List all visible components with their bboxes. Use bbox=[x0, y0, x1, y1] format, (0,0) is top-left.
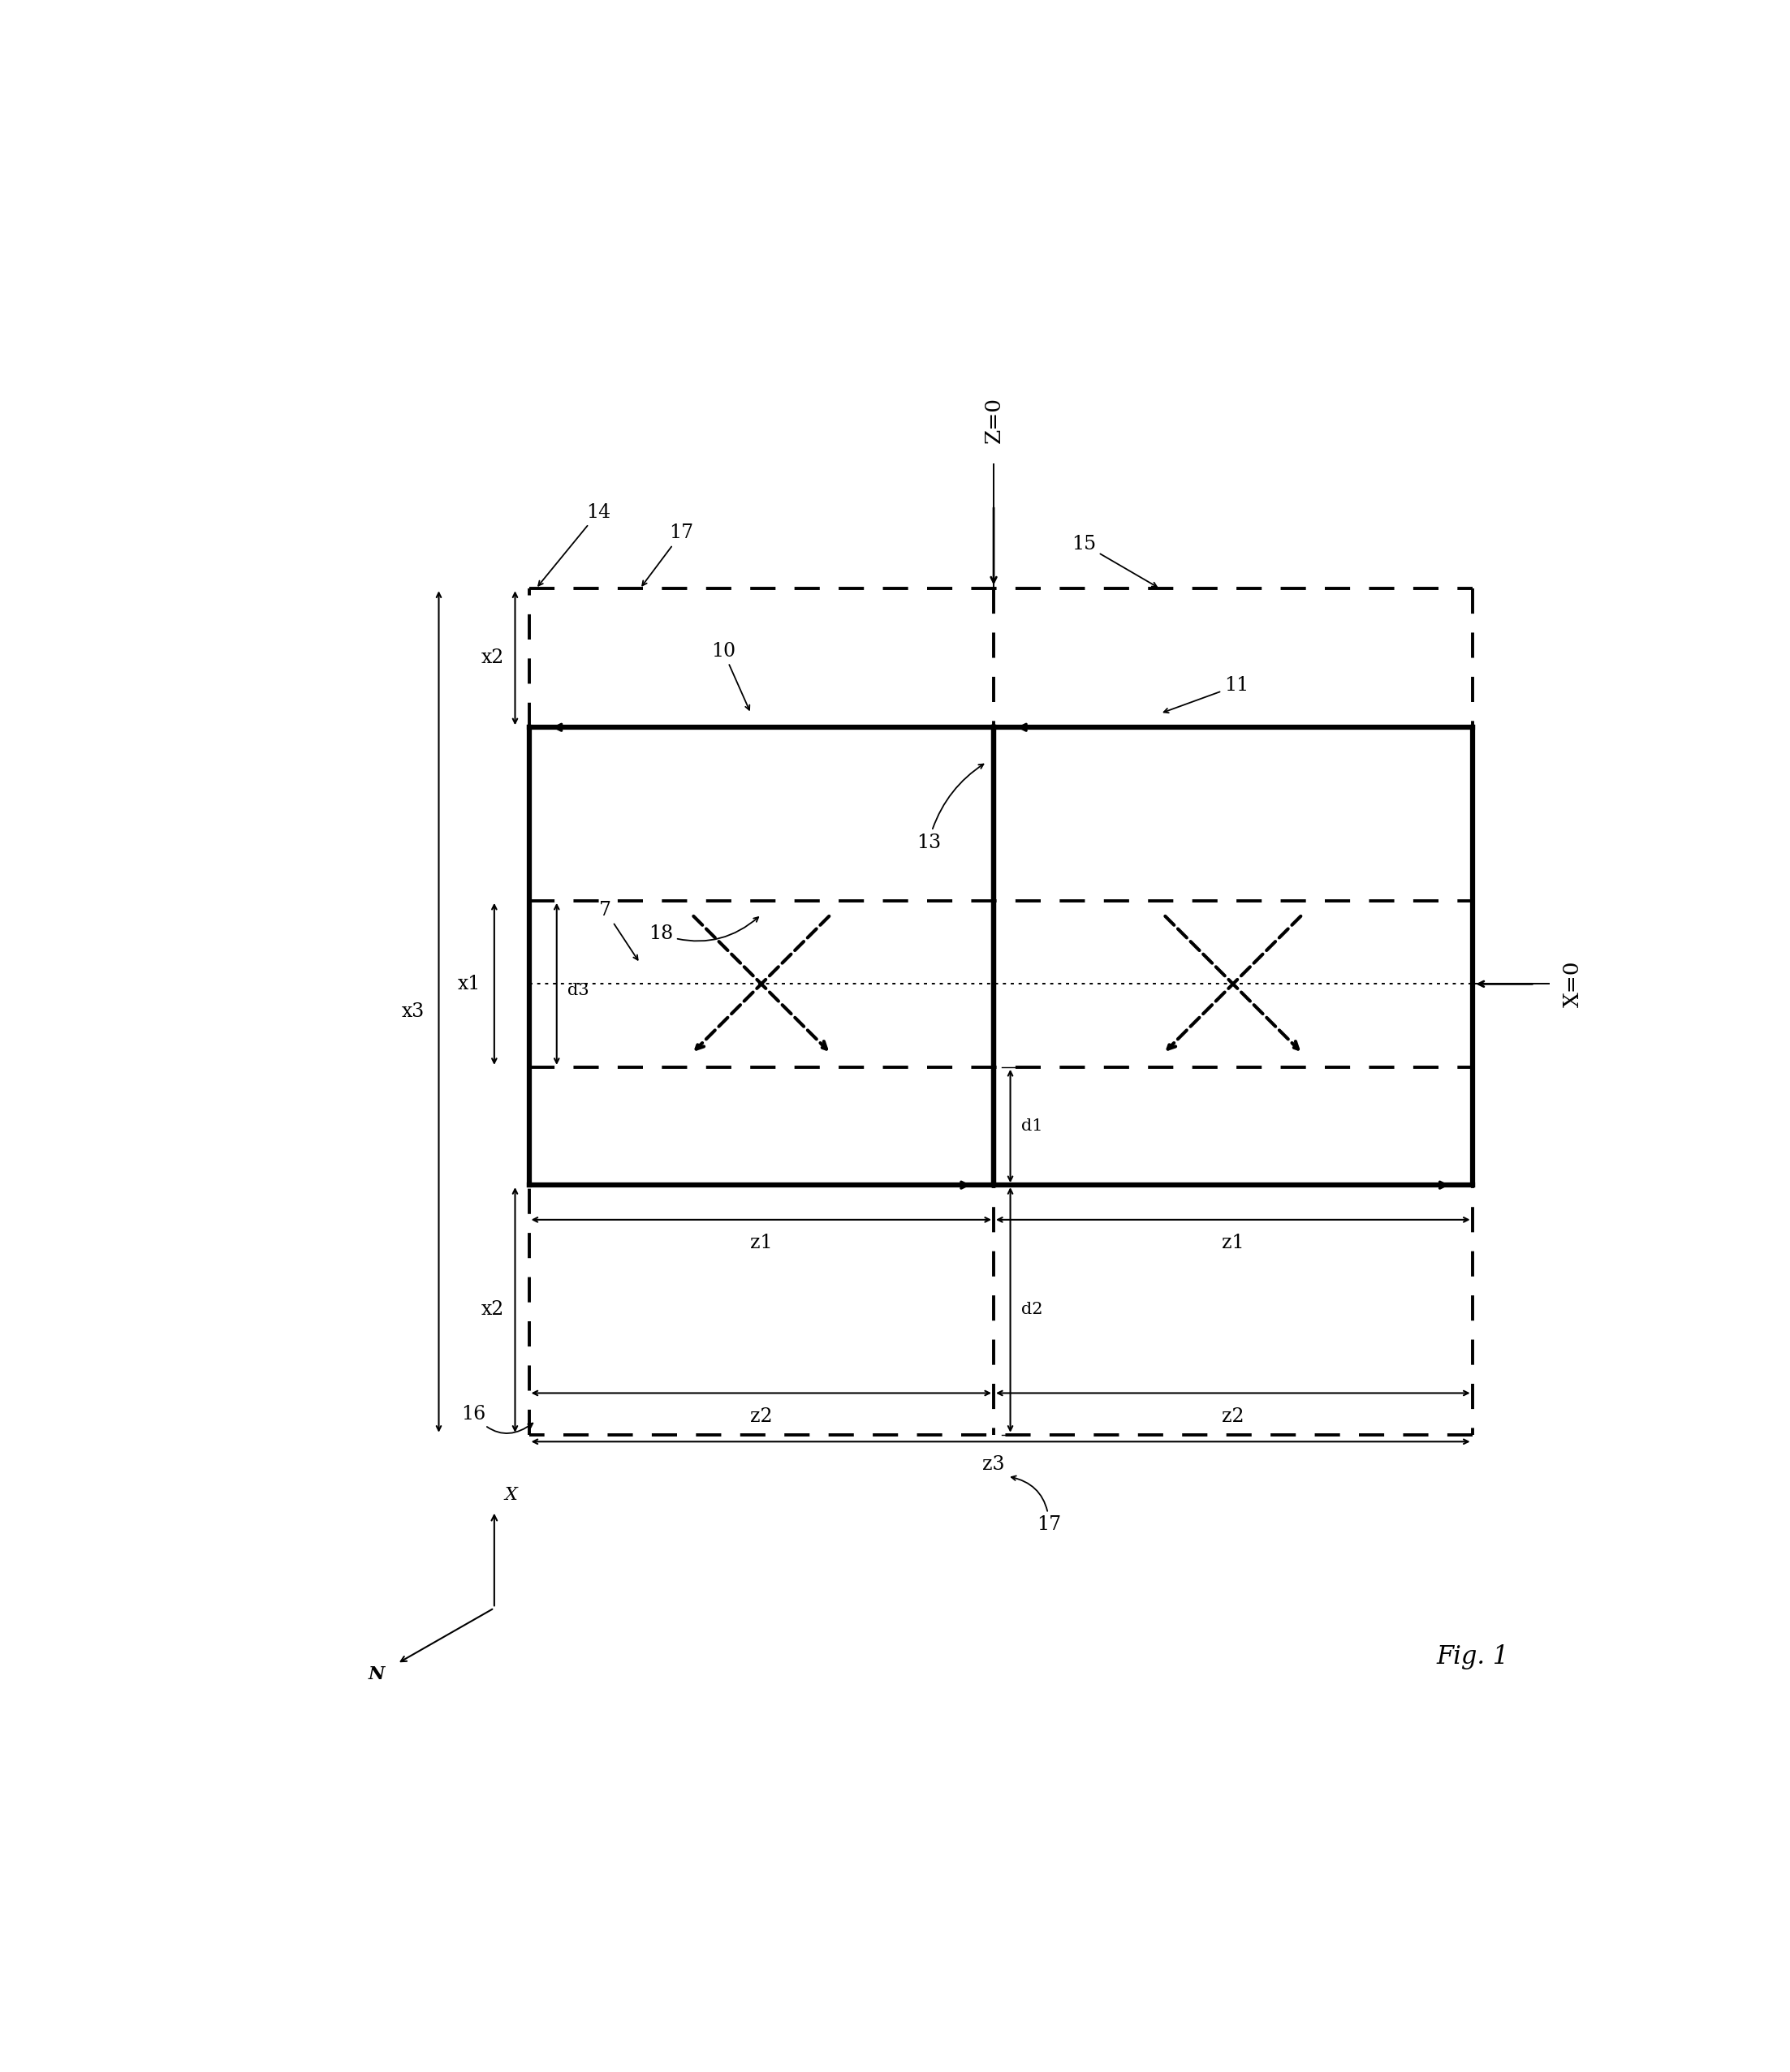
Text: z2: z2 bbox=[750, 1407, 773, 1426]
Text: 11: 11 bbox=[1164, 675, 1249, 713]
Text: x2: x2 bbox=[482, 1301, 505, 1320]
Text: d1: d1 bbox=[1022, 1119, 1044, 1133]
Text: X: X bbox=[505, 1486, 517, 1504]
Text: X=0: X=0 bbox=[1563, 961, 1582, 1007]
Text: d2: d2 bbox=[1022, 1301, 1044, 1318]
Text: 17: 17 bbox=[643, 524, 695, 586]
Text: z1: z1 bbox=[750, 1233, 773, 1251]
Text: 15: 15 bbox=[1072, 535, 1156, 586]
Text: Fig. 1: Fig. 1 bbox=[1436, 1643, 1509, 1670]
Text: d3: d3 bbox=[567, 984, 589, 999]
Text: 10: 10 bbox=[711, 642, 750, 711]
Text: x3: x3 bbox=[403, 1003, 424, 1021]
Text: 13: 13 bbox=[916, 765, 983, 852]
Text: 17: 17 bbox=[1011, 1475, 1061, 1533]
Text: z3: z3 bbox=[983, 1455, 1004, 1473]
Text: 16: 16 bbox=[462, 1405, 533, 1434]
Text: x2: x2 bbox=[482, 649, 505, 667]
Text: z1: z1 bbox=[1223, 1233, 1244, 1251]
Text: x1: x1 bbox=[458, 974, 480, 992]
Text: Z=0: Z=0 bbox=[983, 398, 1004, 443]
Text: N: N bbox=[369, 1666, 385, 1685]
Text: 14: 14 bbox=[539, 503, 610, 586]
Text: 18: 18 bbox=[648, 918, 759, 943]
Text: z2: z2 bbox=[1223, 1407, 1244, 1426]
Text: 7: 7 bbox=[600, 901, 637, 959]
